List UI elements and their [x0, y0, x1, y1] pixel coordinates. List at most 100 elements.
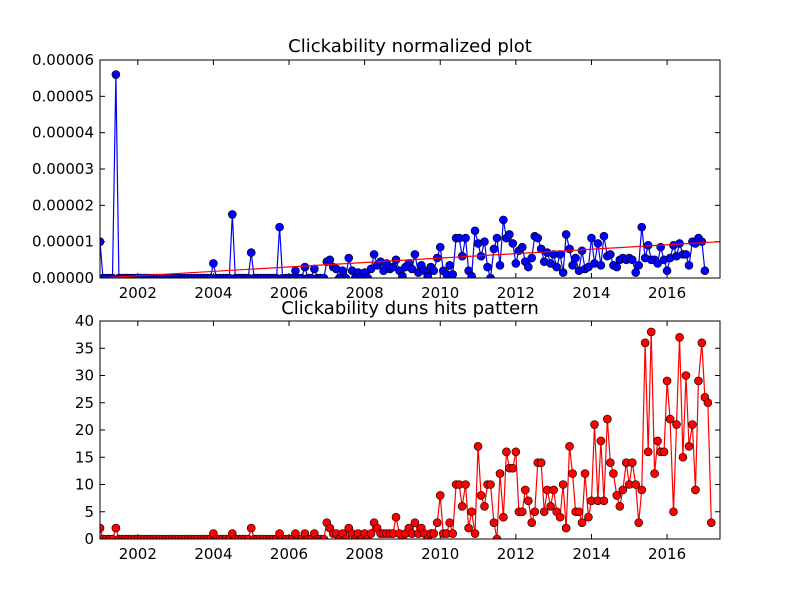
normalized-data-point: [656, 242, 665, 252]
duns-data-point: [464, 523, 473, 533]
normalized-data-point: [483, 262, 492, 272]
normalized-ytick-label: 0.00004: [32, 124, 94, 142]
duns-data-point: [391, 512, 401, 522]
duns-data-point: [517, 507, 527, 517]
normalized-plot-frame: [99, 59, 721, 279]
duns-data-point: [473, 442, 483, 451]
duns-data-point: [561, 523, 571, 533]
normalized-data-point: [527, 253, 537, 263]
normalized-data-point: [700, 266, 710, 276]
duns-data-point: [697, 338, 707, 348]
duns-data-point: [577, 518, 587, 527]
normalized-data-point: [627, 255, 637, 265]
normalized-trend-line: [100, 241, 720, 278]
normalized-data-point: [319, 273, 329, 278]
normalized-data-point: [568, 260, 577, 270]
duns-data-point: [688, 420, 697, 429]
normalized-data-point: [461, 233, 470, 243]
normalized-data-point: [565, 244, 574, 254]
duns-data-point: [580, 469, 590, 478]
duns-data-point: [672, 420, 681, 429]
normalized-data-point: [111, 70, 121, 79]
normalized-data-point: [388, 262, 398, 272]
duns-xtick-label: 2006: [270, 545, 308, 563]
normalized-data-point: [338, 266, 348, 276]
normalized-plot-title: Clickability normalized plot: [288, 36, 532, 57]
normalized-data-point: [508, 239, 518, 248]
normalized-data-point: [707, 0, 715, 4]
normalized-data-point: [492, 233, 502, 243]
normalized-xtick-label: 2012: [497, 284, 535, 302]
normalized-data-point: [369, 250, 379, 259]
normalized-data-point: [684, 260, 694, 270]
duns-xtick-label: 2010: [421, 545, 459, 563]
duns-hits-axes: Clickability duns hits pattern 0 5 10 15 20 2…: [75, 0, 721, 563]
duns-data-point: [703, 398, 713, 408]
duns-ytick-label: 15: [75, 448, 94, 466]
duns-data-point: [536, 458, 546, 468]
normalized-ytick-label: 0.00006: [32, 51, 94, 69]
normalized-data-point: [100, 237, 105, 246]
duns-data-point: [502, 447, 511, 457]
normalized-data-point: [297, 273, 306, 278]
normalized-data-point: [499, 215, 508, 225]
normalized-xtick-label: 2016: [648, 284, 686, 302]
duns-data-point: [710, 0, 718, 4]
duns-data-point: [678, 452, 688, 462]
duns-data-point: [432, 518, 442, 527]
normalized-data-point: [246, 248, 256, 257]
normalized-data-point: [435, 242, 445, 252]
duns-data-point: [492, 534, 502, 539]
duns-data-point: [691, 485, 700, 495]
normalized-xtick-label: 2008: [346, 284, 384, 302]
duns-xtick-label: 2016: [648, 545, 686, 563]
duns-xtick-label: 2002: [119, 545, 157, 563]
normalized-xtick-label: 2010: [421, 284, 459, 302]
duns-data-point: [445, 518, 455, 527]
normalized-data-point: [637, 222, 647, 232]
normalized-data-point: [517, 242, 527, 252]
normalized-data-point: [467, 271, 476, 278]
normalized-xtick-label: 2006: [270, 284, 308, 302]
normalized-data-point: [486, 273, 495, 278]
normalized-data-point: [606, 250, 615, 259]
normalized-data-point: [470, 226, 480, 236]
duns-data-point: [467, 507, 476, 517]
normalized-data-point: [710, 0, 718, 4]
normalized-data-point: [593, 239, 603, 248]
duns-data-point: [634, 518, 644, 527]
normalized-data-point: [209, 259, 218, 268]
normalized-data-point: [558, 268, 568, 277]
duns-data-point: [640, 338, 650, 348]
normalized-ytick-label: 0.00001: [32, 233, 94, 251]
normalized-data-point: [291, 266, 300, 276]
duns-data-point: [603, 414, 612, 424]
duns-xtick-label: 2004: [194, 545, 232, 563]
duns-data-point: [606, 458, 615, 468]
normalized-data-point: [391, 255, 401, 265]
duns-data-point: [637, 485, 647, 495]
duns-data-point: [246, 523, 256, 533]
duns-data-point: [662, 376, 672, 386]
duns-data-point: [448, 529, 458, 538]
normalized-data-point: [344, 253, 354, 263]
duns-data-point: [659, 447, 669, 457]
duns-data-point: [366, 529, 376, 538]
duns-data-point: [457, 501, 467, 511]
duns-data-point: [435, 491, 445, 500]
normalized-data-point: [697, 237, 707, 246]
duns-data-point: [470, 529, 480, 538]
normalized-data-point: [533, 233, 543, 243]
normalized-xtick-label: 2002: [119, 284, 157, 302]
normalized-data-point: [423, 271, 433, 278]
normalized-data-point: [363, 273, 372, 278]
duns-data-point: [609, 469, 618, 478]
duns-ytick-label: 30: [75, 367, 94, 385]
duns-data-point: [486, 480, 495, 489]
normalized-data-point: [489, 244, 499, 254]
duns-data-point: [665, 414, 675, 424]
duns-data-point: [524, 496, 533, 506]
normalized-data-point: [287, 273, 297, 278]
duns-data-point: [319, 534, 329, 539]
normalized-xtick-label: 2004: [194, 284, 232, 302]
